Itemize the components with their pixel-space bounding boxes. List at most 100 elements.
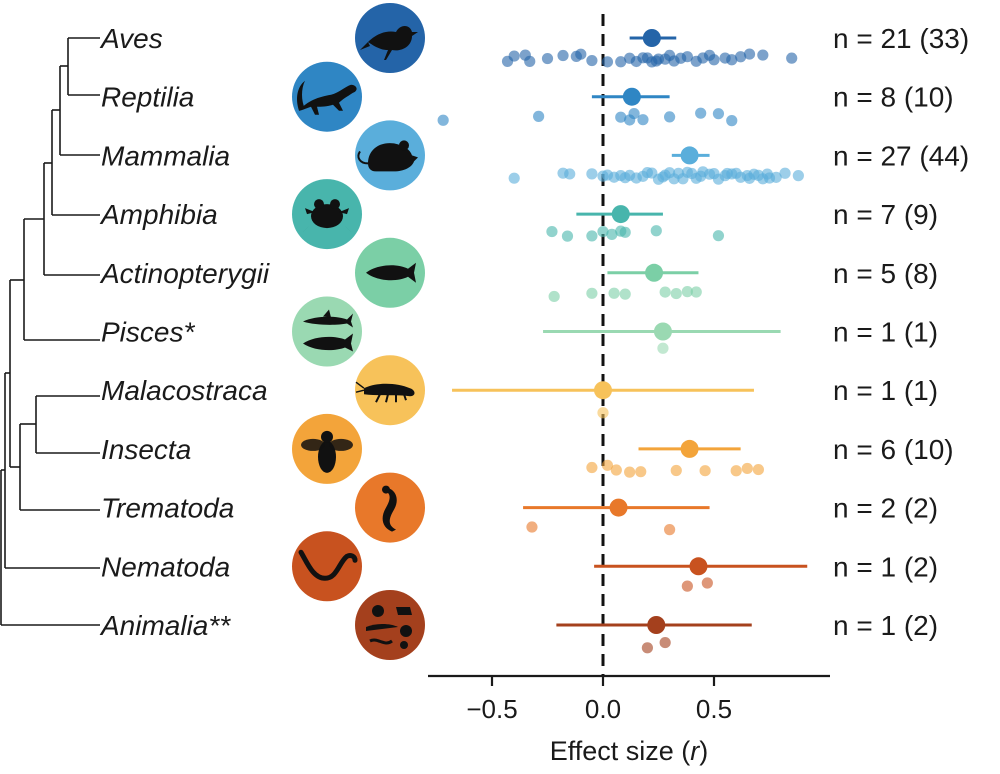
icon-badge: [292, 531, 362, 602]
fish-icon: [355, 237, 425, 308]
bee-icon: [292, 413, 362, 484]
data-point: [752, 463, 765, 476]
data-point: [508, 172, 520, 184]
rodent-icon: [355, 120, 425, 191]
data-point: [437, 114, 449, 126]
x-tick-label: 0.0: [585, 694, 621, 724]
effect-estimate: [645, 263, 664, 282]
lizard-icon: [292, 61, 362, 132]
data-point: [690, 286, 702, 298]
silhouette: [357, 140, 418, 172]
data-point: [735, 51, 747, 63]
data-point: [615, 111, 627, 123]
taxon-label: Trematoda: [101, 493, 234, 524]
data-point: [786, 52, 798, 64]
data-point: [695, 170, 707, 182]
data-point: [546, 225, 558, 238]
data-point: [681, 286, 693, 298]
sample-size-label: n = 21 (33): [833, 23, 969, 54]
silhouette: [366, 605, 412, 649]
data-point: [597, 225, 609, 238]
data-point: [597, 407, 609, 419]
data-point: [557, 49, 569, 62]
data-point: [659, 169, 671, 181]
sample-size-label: n = 1 (2): [833, 610, 938, 641]
data-point: [541, 52, 554, 65]
data-point: [681, 51, 693, 63]
effect-estimate: [680, 439, 699, 458]
data-point: [561, 230, 574, 242]
x-axis: −0.5 0.0 0.5 Effect size (r): [428, 674, 830, 766]
taxon-label: Pisces*: [101, 317, 195, 348]
data-point: [526, 521, 538, 533]
data-point: [601, 56, 614, 68]
data-point: [586, 287, 598, 299]
x-tick-label: −0.5: [466, 694, 517, 724]
data-point: [659, 286, 671, 298]
taxon-label: Mammalia: [101, 140, 230, 171]
taxon-label: Aves: [99, 23, 163, 54]
sample-size-label: n = 2 (2): [833, 493, 938, 524]
silhouette: [301, 430, 353, 473]
data-point: [708, 54, 720, 66]
data-point: [701, 577, 713, 589]
sample-size-labels: n = 21 (33) n = 8 (10) n = 27 (44) n = 7 (9…: [833, 23, 969, 641]
data-point: [606, 228, 618, 240]
data-point: [601, 459, 614, 471]
icon-badge: [292, 296, 362, 367]
data-point: [637, 52, 649, 64]
data-point: [641, 642, 654, 654]
data-point: [548, 290, 560, 303]
data-point: [637, 114, 649, 126]
sample-size-label: n = 27 (44): [833, 140, 969, 171]
data-point: [721, 167, 733, 180]
data-point: [695, 107, 707, 119]
data-point: [743, 48, 756, 60]
data-point: [712, 230, 725, 242]
data-point: [770, 171, 782, 183]
taxon-label: Reptilia: [101, 82, 194, 113]
data-point: [664, 524, 676, 536]
data-point: [586, 54, 598, 67]
sample-size-label: n = 1 (2): [833, 551, 938, 582]
taxon-label: Malacostraca: [101, 375, 268, 406]
data-point: [610, 464, 622, 476]
data-point: [726, 115, 738, 127]
data-point: [508, 50, 520, 62]
effect-estimate: [594, 381, 612, 400]
data-point: [650, 55, 662, 67]
data-point: [619, 226, 631, 238]
silhouette: [366, 262, 416, 283]
effect-estimate: [680, 146, 699, 165]
data-point: [668, 55, 680, 67]
animals-collage-icon: [355, 590, 425, 660]
silhouette: [360, 26, 418, 60]
bird-icon: [355, 3, 425, 73]
silhouette: [355, 381, 415, 403]
effect-estimate: [609, 498, 628, 517]
silhouette: [382, 485, 397, 532]
data-point: [586, 168, 598, 180]
data-point: [570, 50, 582, 63]
taxon-label: Actinopterygii: [99, 258, 270, 289]
sample-size-label: n = 1 (1): [833, 375, 938, 406]
taxon-label: Animalia**: [99, 610, 231, 641]
data-point: [681, 580, 693, 592]
effect-estimate: [622, 87, 641, 106]
shrimp-icon: [355, 355, 425, 426]
worm-icon: [292, 531, 362, 602]
silhouette: [297, 80, 357, 115]
data-point: [741, 462, 753, 475]
x-axis-title: Effect size (r): [550, 736, 709, 766]
taxon-label: Nematoda: [101, 551, 230, 582]
sample-size-label: n = 7 (9): [833, 199, 938, 230]
data-point: [697, 52, 709, 64]
data-point: [726, 54, 738, 66]
effect-estimate: [642, 29, 661, 47]
data-point: [670, 287, 682, 300]
data-point: [743, 172, 756, 184]
data-point: [757, 49, 769, 61]
data-point: [659, 636, 671, 649]
data-point: [586, 230, 598, 242]
